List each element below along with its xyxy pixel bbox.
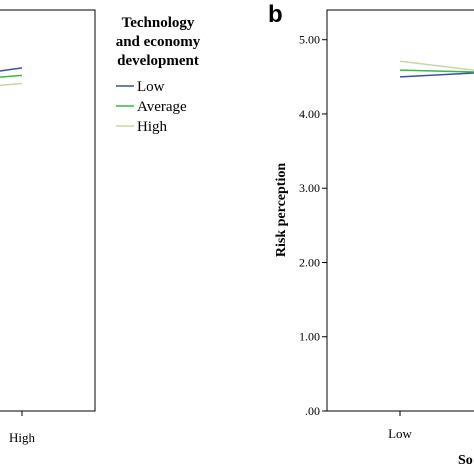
panel-b-y-axis-label: Risk perception (274, 163, 289, 257)
panel-a-series-line-low (0, 67, 23, 72)
panel-b-y-tick-label: .00 (305, 404, 320, 418)
legend-label-average: Average (137, 99, 187, 115)
panel-b-x-tick-label-low: Low (388, 426, 412, 441)
legend-title-line-2: and economy (116, 34, 201, 50)
legend-label-low: Low (137, 79, 165, 95)
panel-b-series-line-average (399, 69, 474, 73)
panel-b: b .00 1.00 2.00 3.00 4.00 5.00 Risk perceptio… (268, 1, 474, 468)
panel-b-y-tick-label: 2.00 (299, 255, 320, 269)
legend-title-line-3: development (117, 53, 199, 69)
panel-b-letter: b (268, 1, 283, 28)
panel-a-x-tick-label-high: High (9, 430, 36, 445)
legend-title-line-1: Technology (122, 15, 195, 31)
panel-a-series-group (0, 67, 23, 87)
panel-a-series-line-high (0, 82, 23, 87)
legend: Technology and economy development Low A… (116, 15, 201, 135)
panel-b-y-axis: .00 1.00 2.00 3.00 4.00 5.00 (299, 33, 327, 418)
panel-b-y-tick-label: 3.00 (299, 181, 320, 195)
panel-b-y-tick-label: 1.00 (299, 330, 320, 344)
panel-b-y-tick-label: 5.00 (299, 33, 320, 47)
panel-b-x-axis-label: So (458, 453, 473, 468)
panel-a-frame (0, 9, 96, 412)
panel-b-y-tick-label: 4.00 (299, 107, 320, 121)
panel-b-series-line-low (399, 72, 474, 78)
panel-a-series-line-average (0, 74, 23, 78)
legend-label-high: High (137, 119, 168, 135)
panel-b-frame (326, 9, 474, 412)
panel-a: High (0, 9, 96, 445)
panel-b-series-group (399, 60, 474, 78)
panel-b-series-line-high (399, 60, 474, 71)
